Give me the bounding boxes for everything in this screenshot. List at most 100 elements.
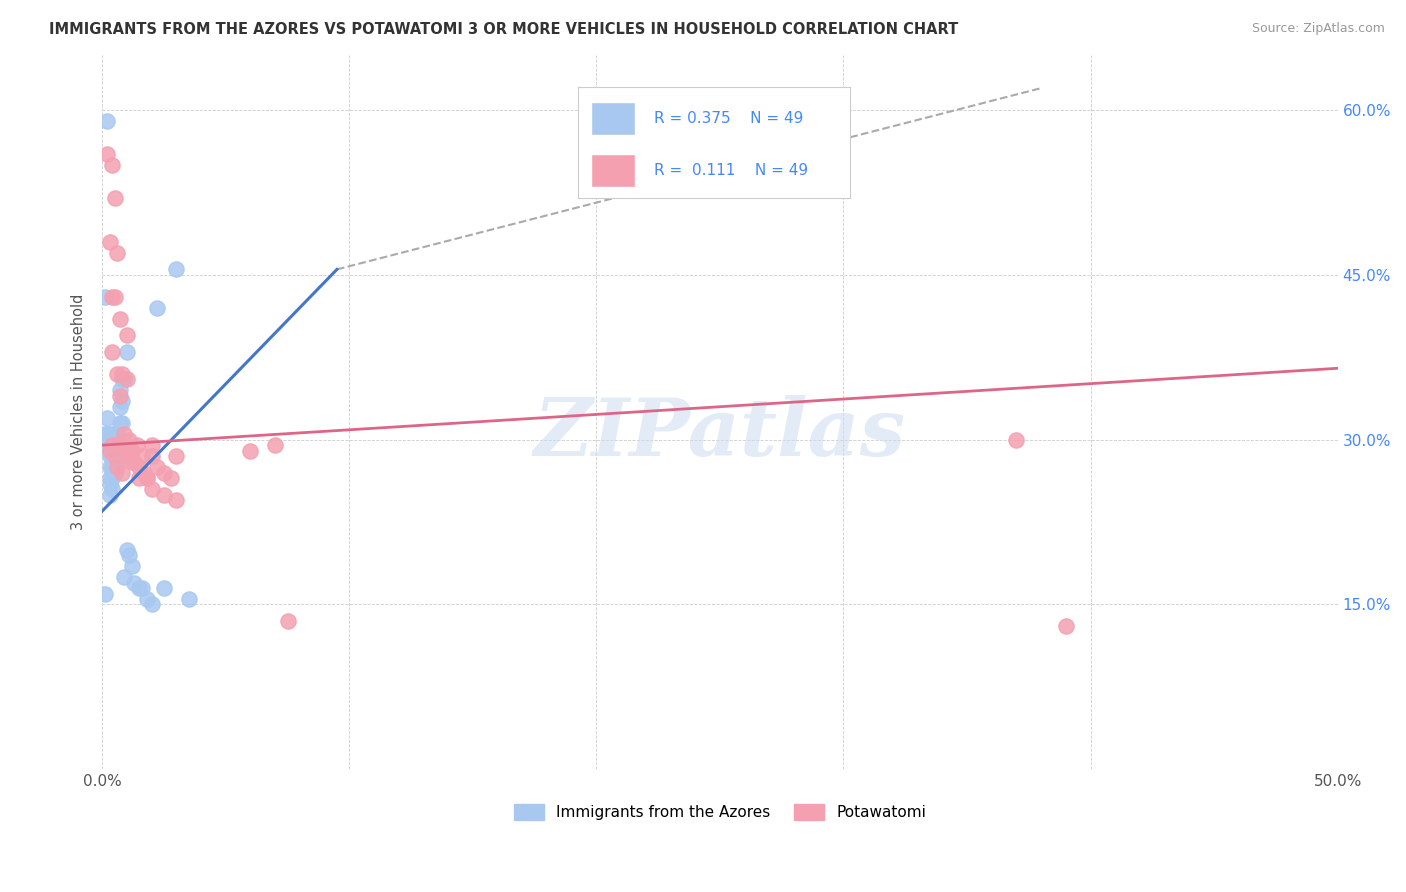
Point — [118, 433, 141, 447]
Point — [165, 449, 187, 463]
Point — [105, 449, 128, 463]
Legend: Immigrants from the Azores, Potawatomi: Immigrants from the Azores, Potawatomi — [508, 797, 932, 826]
Point — [114, 570, 136, 584]
Point — [103, 290, 125, 304]
Point — [111, 416, 134, 430]
Text: ZIPatlas: ZIPatlas — [534, 395, 905, 473]
Point — [96, 410, 118, 425]
Point — [108, 389, 131, 403]
Point — [125, 438, 148, 452]
Y-axis label: 3 or more Vehicles in Household: 3 or more Vehicles in Household — [72, 294, 86, 531]
Point — [93, 290, 115, 304]
Point — [98, 449, 121, 463]
Point — [124, 575, 146, 590]
Point — [98, 438, 121, 452]
Point — [128, 471, 150, 485]
Point — [98, 460, 121, 475]
Point — [105, 246, 128, 260]
Point — [108, 400, 131, 414]
Point — [96, 438, 118, 452]
Point — [115, 443, 138, 458]
Point — [103, 191, 125, 205]
Point — [98, 488, 121, 502]
Point — [105, 427, 128, 442]
Point — [101, 290, 124, 304]
Point — [153, 466, 176, 480]
Point — [114, 372, 136, 386]
Point — [98, 471, 121, 485]
Point — [1054, 619, 1077, 633]
Point — [111, 438, 134, 452]
Point — [101, 438, 124, 452]
Point — [121, 443, 143, 458]
Point — [98, 427, 121, 442]
Point — [276, 614, 298, 628]
Point — [101, 438, 124, 452]
Point — [145, 301, 167, 315]
Point — [128, 581, 150, 595]
Point — [108, 383, 131, 397]
Point — [165, 493, 187, 508]
Point — [93, 427, 115, 442]
Point — [93, 438, 115, 452]
Point — [1005, 433, 1028, 447]
Point — [111, 367, 134, 381]
Point — [160, 471, 183, 485]
Point — [114, 427, 136, 442]
Point — [101, 344, 124, 359]
Point — [101, 449, 124, 463]
Point — [145, 460, 167, 475]
Text: Source: ZipAtlas.com: Source: ZipAtlas.com — [1251, 22, 1385, 36]
Point — [105, 460, 128, 475]
Point — [115, 542, 138, 557]
Point — [111, 466, 134, 480]
Point — [128, 460, 150, 475]
Point — [105, 438, 128, 452]
Point — [135, 592, 157, 607]
Point — [135, 471, 157, 485]
Text: IMMIGRANTS FROM THE AZORES VS POTAWATOMI 3 OR MORE VEHICLES IN HOUSEHOLD CORRELA: IMMIGRANTS FROM THE AZORES VS POTAWATOMI… — [49, 22, 959, 37]
Point — [103, 433, 125, 447]
Point — [98, 443, 121, 458]
Point — [177, 592, 200, 607]
Point — [93, 586, 115, 600]
Point — [111, 394, 134, 409]
Point — [101, 460, 124, 475]
Point — [121, 559, 143, 574]
Point — [111, 372, 134, 386]
Point — [121, 455, 143, 469]
Point — [115, 449, 138, 463]
Point — [96, 427, 118, 442]
Point — [131, 449, 153, 463]
Point — [134, 466, 156, 480]
Point — [101, 158, 124, 172]
Point — [115, 328, 138, 343]
Point — [141, 598, 163, 612]
Point — [165, 262, 187, 277]
Point — [103, 455, 125, 469]
Point — [264, 438, 287, 452]
Point — [105, 367, 128, 381]
Point — [141, 449, 163, 463]
Point — [96, 147, 118, 161]
Point — [98, 235, 121, 249]
Point — [141, 438, 163, 452]
Point — [124, 455, 146, 469]
Point — [103, 443, 125, 458]
Point — [101, 482, 124, 496]
Point — [115, 344, 138, 359]
Point — [153, 488, 176, 502]
Point — [153, 581, 176, 595]
Point — [135, 471, 157, 485]
Point — [103, 449, 125, 463]
Point — [108, 416, 131, 430]
Point — [239, 443, 262, 458]
Point — [98, 476, 121, 491]
Point — [141, 482, 163, 496]
Point — [101, 427, 124, 442]
Point — [101, 471, 124, 485]
Point — [96, 114, 118, 128]
Point — [103, 466, 125, 480]
Point — [131, 581, 153, 595]
Point — [115, 372, 138, 386]
